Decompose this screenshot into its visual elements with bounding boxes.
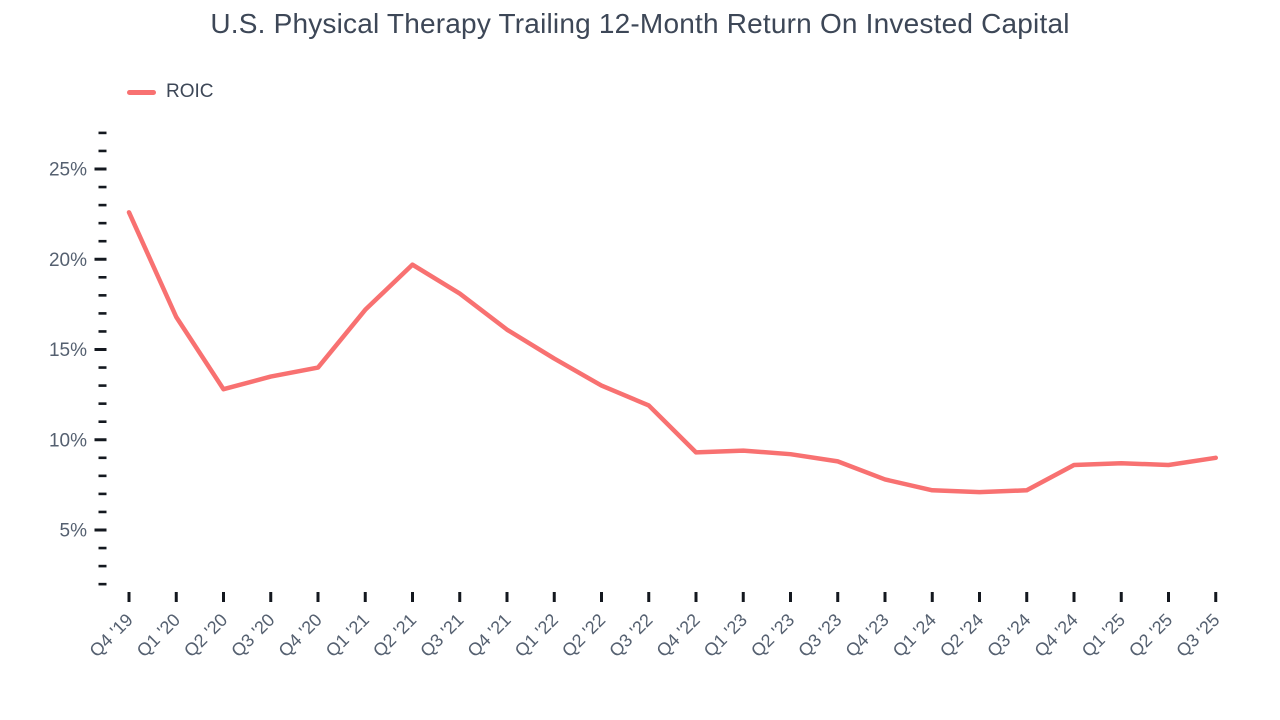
legend-line-swatch: [127, 89, 156, 95]
x-axis-tick-label: Q2 '20: [180, 610, 231, 661]
x-axis-tick-label: Q2 '22: [558, 610, 609, 661]
x-axis-tick-label: Q3 '24: [983, 610, 1034, 661]
roic-line: [126, 210, 1218, 495]
x-axis-tick-label: Q4 '19: [86, 610, 137, 661]
x-axis-tick-label: Q4 '24: [1031, 610, 1082, 661]
x-axis-tick-label: Q4 '22: [653, 610, 704, 661]
x-axis-tick-label: Q2 '23: [747, 610, 798, 661]
x-axis-tick-label: Q4 '23: [842, 610, 893, 661]
y-axis-tick-label: 15%: [49, 340, 87, 361]
x-axis-tick-label: Q1 '21: [322, 610, 373, 661]
y-axis-tick-label: 25%: [49, 160, 87, 181]
y-axis-tick-label: 20%: [49, 250, 87, 271]
x-axis-tick-label: Q3 '23: [794, 610, 845, 661]
y-axis-tick-label: 5%: [60, 521, 88, 542]
x-axis-tick-label: Q3 '20: [227, 610, 278, 661]
x-axis-tick-label: Q4 '20: [275, 610, 326, 661]
chart-title: U.S. Physical Therapy Trailing 12-Month …: [210, 8, 1070, 39]
x-axis-tick-label: Q3 '25: [1172, 610, 1223, 661]
x-axis-tick-label: Q2 '25: [1125, 610, 1176, 661]
legend-series-label: ROIC: [166, 81, 214, 102]
x-axis-tick-label: Q3 '22: [605, 610, 656, 661]
x-axis-tick-label: Q2 '21: [369, 610, 420, 661]
legend: ROIC: [127, 81, 214, 103]
x-axis-tick-label: Q1 '20: [133, 610, 184, 661]
x-axis-tick-label: Q1 '25: [1078, 610, 1129, 661]
x-axis-tick-label: Q1 '23: [700, 610, 751, 661]
x-axis-tick-label: Q1 '24: [889, 610, 940, 661]
x-axis-tick-label: Q2 '24: [936, 610, 987, 661]
y-axis-tick-label: 10%: [49, 430, 87, 451]
x-axis-tick-label: Q1 '22: [511, 610, 562, 661]
x-axis-tick-label: Q4 '21: [464, 610, 515, 661]
x-axis-tick-label: Q3 '21: [416, 610, 467, 661]
